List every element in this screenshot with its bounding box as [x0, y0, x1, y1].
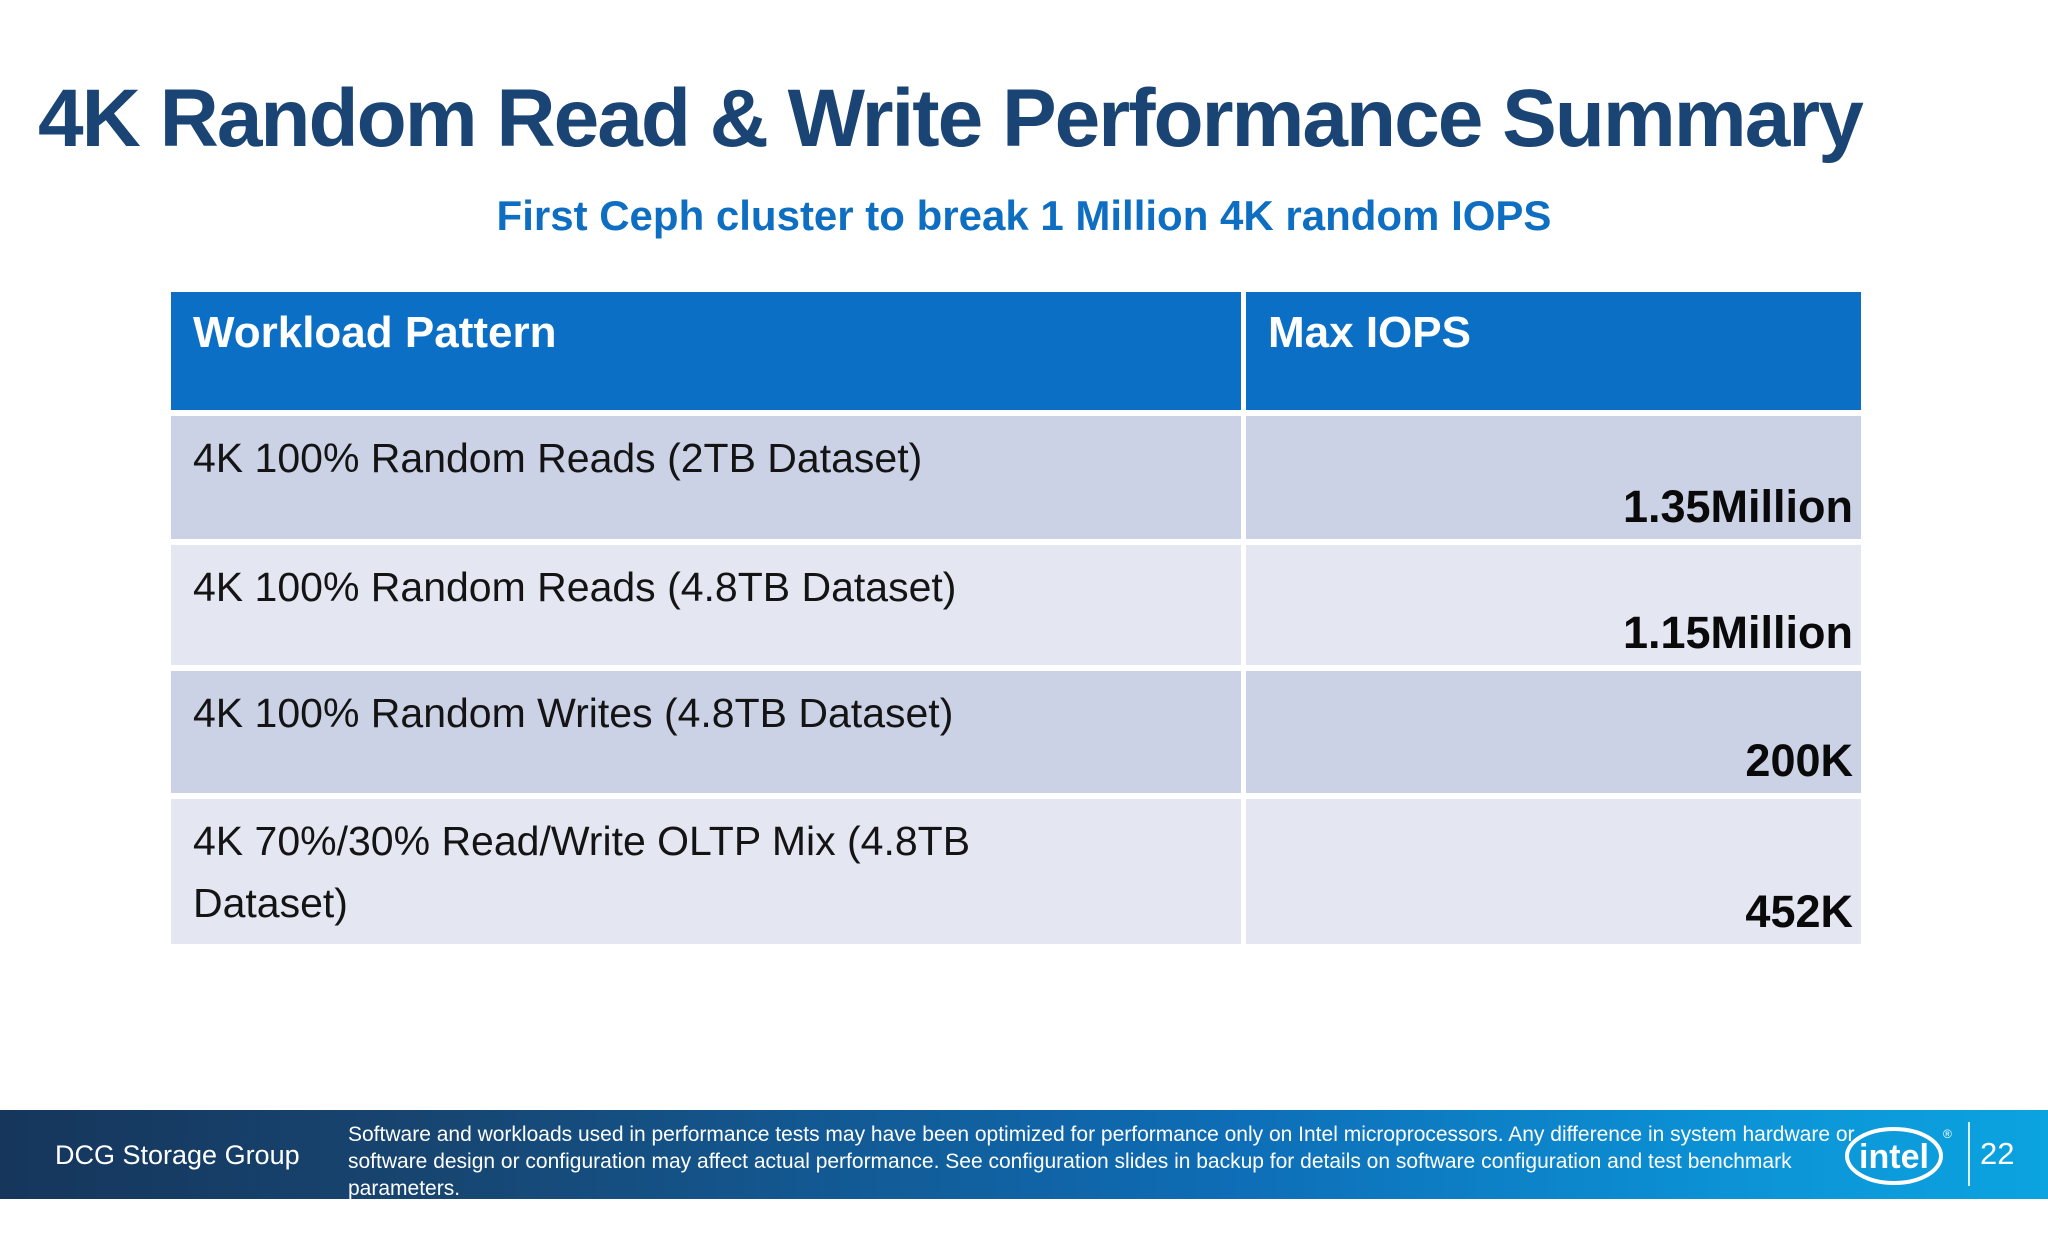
workload-label: 4K 100% Random Reads (2TB Dataset)	[193, 435, 923, 481]
disclaimer-line: parameters.	[348, 1177, 461, 1200]
workload-label: 4K 100% Random Reads (4.8TB Dataset)	[193, 564, 957, 610]
table-row: 4K 100% Random Reads (2TB Dataset) 1.35M…	[171, 416, 1861, 539]
max-iops-value: 1.35Million	[1622, 481, 1853, 532]
intel-logo: intel ®	[1843, 1124, 1953, 1188]
max-iops-value: 452K	[1745, 886, 1853, 937]
registered-mark: ®	[1943, 1127, 1952, 1141]
page-number-divider	[1968, 1122, 1970, 1186]
column-header-max-iops: Max IOPS	[1246, 292, 1861, 410]
table-row: 4K 70%/30% Read/Write OLTP Mix (4.8TB Da…	[171, 799, 1861, 944]
page-number: 22	[1980, 1136, 2015, 1171]
slide-subtitle: First Ceph cluster to break 1 Million 4K…	[496, 192, 1552, 239]
table-row: 4K 100% Random Writes (4.8TB Dataset) 20…	[171, 671, 1861, 793]
workload-cell: 4K 70%/30% Read/Write OLTP Mix (4.8TB Da…	[171, 799, 1241, 944]
table-header-row: Workload Pattern Max IOPS	[171, 292, 1861, 410]
max-iops-value: 1.15Million	[1622, 607, 1853, 658]
workload-cell: 4K 100% Random Writes (4.8TB Dataset)	[171, 671, 1241, 793]
max-iops-cell: 200K	[1246, 671, 1861, 793]
page-title: 4K Random Read & Write Performance Summa…	[38, 73, 1864, 164]
performance-table: Workload Pattern Max IOPS 4K 100% Random…	[171, 292, 1861, 950]
intel-logo-text: intel	[1859, 1138, 1929, 1176]
intel-logo-icon: intel ®	[1845, 1127, 1952, 1185]
workload-cell: 4K 100% Random Reads (4.8TB Dataset)	[171, 545, 1241, 665]
workload-label: 4K 70%/30% Read/Write OLTP Mix (4.8TB Da…	[193, 818, 971, 926]
footer-bar: DCG Storage Group Software and workloads…	[0, 1110, 2048, 1202]
max-iops-cell: 452K	[1246, 799, 1861, 944]
disclaimer-line: Software and workloads used in performan…	[348, 1123, 1855, 1146]
footer-group-label: DCG Storage Group	[55, 1140, 300, 1170]
workload-label: 4K 100% Random Writes (4.8TB Dataset)	[193, 690, 954, 736]
table-row: 4K 100% Random Reads (4.8TB Dataset) 1.1…	[171, 545, 1861, 665]
disclaimer-line: software design or configuration may aff…	[348, 1150, 1792, 1173]
footer-disclaimer: Software and workloads used in performan…	[348, 1121, 1855, 1202]
max-iops-cell: 1.35Million	[1246, 416, 1861, 539]
column-header-workload-pattern: Workload Pattern	[171, 292, 1241, 410]
max-iops-value: 200K	[1745, 735, 1853, 786]
workload-cell: 4K 100% Random Reads (2TB Dataset)	[171, 416, 1241, 539]
max-iops-cell: 1.15Million	[1246, 545, 1861, 665]
